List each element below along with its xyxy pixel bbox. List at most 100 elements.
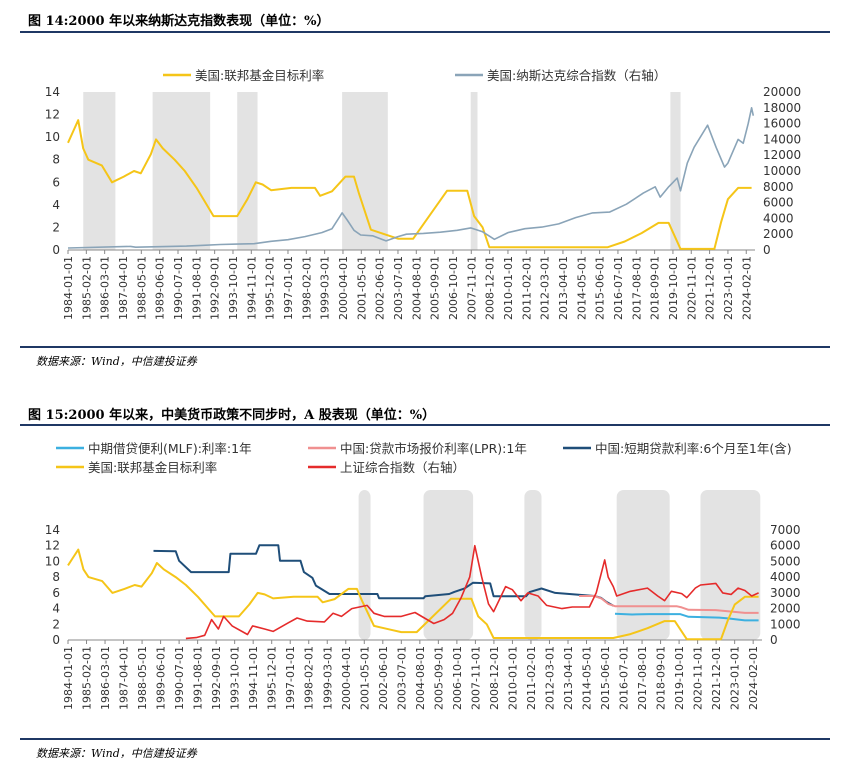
shaded-period-2 — [524, 490, 542, 640]
legend-label-short-loan: 中国:短期贷款利率:6个月至1年(含) — [595, 441, 792, 456]
x-tick-label: 2011-02-01 — [525, 646, 538, 710]
y-left-tick-label: 0 — [52, 633, 60, 647]
figure2-bottom-rule — [20, 738, 830, 740]
series-line-fed — [67, 548, 759, 641]
x-tick-label: 1997-01-01 — [282, 256, 295, 320]
x-tick-label: 2024-02-01 — [740, 256, 753, 320]
legend-label-mlf: 中期借贷便利(MLF):利率:1年 — [88, 441, 252, 456]
y-left-tick-label: 4 — [52, 198, 60, 212]
y-right-tick-label: 3000 — [770, 586, 801, 600]
y-left-tick-label: 6 — [52, 175, 60, 189]
x-tick-label: 2016-07-01 — [618, 646, 631, 710]
y-right-tick-label: 14000 — [763, 132, 801, 146]
shaded-period-3 — [342, 92, 388, 250]
y-left-tick-label: 14 — [45, 85, 60, 99]
x-tick-label: 1984-01-01 — [62, 256, 75, 320]
x-tick-label: 1993-10-01 — [229, 646, 242, 710]
y-right-tick-label: 5000 — [770, 554, 801, 568]
series-line-nasdaq — [67, 107, 755, 249]
x-tick-label: 1988-05-01 — [135, 256, 148, 320]
x-tick-label: 2007-11-01 — [469, 646, 482, 710]
y-right-tick-label: 0 — [763, 243, 771, 257]
x-tick-label: 2024-02-01 — [747, 646, 760, 710]
legend-label-shanghai: 上证综合指数（右轴） — [340, 460, 465, 475]
figure1-top-rule — [20, 31, 830, 33]
y-right-tick-label: 12000 — [763, 148, 801, 162]
shaded-period-1 — [152, 92, 211, 250]
shaded-period-1 — [423, 490, 474, 640]
y-right-tick-label: 0 — [770, 633, 778, 647]
legend-label-nasdaq: 美国:纳斯达克综合指数（右轴） — [487, 68, 666, 83]
legend-label-fed: 美国:联邦基金目标利率 — [88, 460, 217, 475]
x-tick-label: 1992-09-01 — [209, 256, 222, 320]
x-tick-label: 2010-01-01 — [506, 646, 519, 710]
x-tick-label: 1995-12-01 — [264, 256, 277, 320]
x-tick-label: 1999-03-01 — [319, 256, 332, 320]
x-tick-label: 1995-12-01 — [266, 646, 279, 710]
y-left-tick-label: 2 — [52, 220, 60, 234]
x-tick-label: 2021-12-01 — [704, 256, 717, 320]
y-left-tick-label: 8 — [52, 570, 60, 584]
x-tick-label: 2007-11-01 — [465, 256, 478, 320]
x-tick-label: 2005-09-01 — [432, 646, 445, 710]
x-tick-label: 1994-11-01 — [245, 256, 258, 320]
y-right-tick-label: 2000 — [770, 602, 801, 616]
x-tick-label: 2004-08-01 — [410, 256, 423, 320]
x-tick-label: 2019-10-01 — [667, 256, 680, 320]
y-right-tick-label: 7000 — [770, 523, 801, 537]
x-tick-label: 2017-08-01 — [636, 646, 649, 710]
y-left-tick-label: 4 — [52, 602, 60, 616]
y-right-tick-label: 18000 — [763, 101, 801, 115]
x-tick-label: 1998-02-01 — [300, 256, 313, 320]
x-tick-label: 2005-09-01 — [429, 256, 442, 320]
y-right-tick-label: 1000 — [770, 617, 801, 631]
x-tick-label: 2021-12-01 — [710, 646, 723, 710]
x-tick-label: 2014-05-01 — [575, 256, 588, 320]
y-left-tick-label: 12 — [45, 108, 60, 122]
x-tick-label: 2008-12-01 — [488, 646, 501, 710]
figure1-title: 图 14:2000 年以来纳斯达克指数表现（单位：%） — [28, 14, 330, 29]
x-tick-label: 1999-03-01 — [321, 646, 334, 710]
x-tick-label: 1989-06-01 — [155, 646, 168, 710]
x-tick-label: 1986-03-01 — [99, 646, 112, 710]
figure2-top-rule — [20, 424, 830, 426]
x-tick-label: 2020-11-01 — [692, 646, 705, 710]
x-tick-label: 1997-01-01 — [284, 646, 297, 710]
figure1-source: 数据来源：Wind，中信建投证券 — [36, 355, 197, 368]
x-tick-label: 2023-01-01 — [722, 256, 735, 320]
x-tick-label: 2001-05-01 — [355, 256, 368, 320]
figure1-bottom-rule — [20, 346, 830, 348]
x-tick-label: 2020-11-01 — [685, 256, 698, 320]
y-right-tick-label: 4000 — [763, 211, 794, 225]
shaded-period-4 — [470, 92, 478, 250]
x-tick-label: 2012-03-01 — [539, 256, 552, 320]
x-tick-label: 2014-05-01 — [581, 646, 594, 710]
x-tick-label: 2001-05-01 — [358, 646, 371, 710]
y-right-tick-label: 20000 — [763, 85, 801, 99]
y-left-tick-label: 14 — [45, 523, 60, 537]
x-tick-label: 2019-10-01 — [673, 646, 686, 710]
y-left-tick-label: 2 — [52, 617, 60, 631]
y-right-tick-label: 8000 — [763, 180, 794, 194]
chart2-china-us-policy: 0246810121401000200030004000500060007000… — [45, 441, 801, 710]
x-tick-label: 2000-04-01 — [337, 256, 350, 320]
y-right-tick-label: 6000 — [763, 196, 794, 210]
x-tick-label: 2013-04-01 — [557, 256, 570, 320]
x-tick-label: 2002-06-01 — [377, 646, 390, 710]
x-tick-label: 1989-06-01 — [154, 256, 167, 320]
x-tick-label: 2010-01-01 — [502, 256, 515, 320]
shaded-period-0 — [83, 92, 116, 250]
x-tick-label: 2017-08-01 — [630, 256, 643, 320]
legend-label-lpr: 中国:贷款市场报价利率(LPR):1年 — [340, 441, 527, 456]
x-tick-label: 2015-06-01 — [594, 256, 607, 320]
x-tick-label: 1987-04-01 — [118, 646, 131, 710]
y-left-tick-label: 10 — [45, 130, 60, 144]
x-tick-label: 2011-02-01 — [520, 256, 533, 320]
x-tick-label: 2016-07-01 — [612, 256, 625, 320]
legend-label-fed: 美国:联邦基金目标利率 — [195, 68, 324, 83]
x-tick-label: 1993-10-01 — [227, 256, 240, 320]
x-tick-label: 1984-01-01 — [62, 646, 75, 710]
x-tick-label: 1998-02-01 — [303, 646, 316, 710]
x-tick-label: 1986-03-01 — [99, 256, 112, 320]
